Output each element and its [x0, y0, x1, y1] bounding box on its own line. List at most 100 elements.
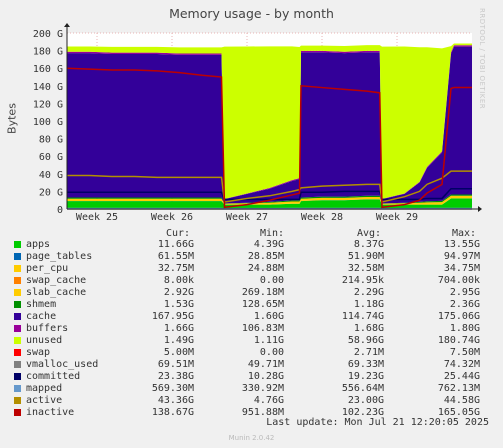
- y-tick-label: 20 G: [39, 187, 63, 198]
- legend-avg: 1.18G: [353, 299, 384, 310]
- y-tick-label: 0: [57, 205, 63, 216]
- legend-max: 165.05G: [437, 407, 480, 418]
- legend-row-swap: swap 5.00M 0.00 2.71M 7.50M: [12, 347, 492, 359]
- x-axis-arrow: [478, 206, 482, 212]
- legend-row-unused: unused 1.49G 1.11G 58.96G 180.74G: [12, 335, 492, 347]
- legend-swatch: [14, 253, 21, 260]
- legend-min: 0.00: [259, 275, 284, 286]
- legend-name: shmem: [26, 299, 57, 310]
- y-tick-label: 40 G: [39, 170, 63, 181]
- legend-swatch: [14, 313, 21, 320]
- legend-avg: 69.33M: [347, 359, 384, 370]
- legend-min: 4.39G: [253, 239, 284, 250]
- legend-max: 2.36G: [449, 299, 480, 310]
- legend-swatch: [14, 301, 21, 308]
- legend-cur: 8.00k: [163, 275, 194, 286]
- legend-swatch: [14, 385, 21, 392]
- legend-avg: 2.29G: [353, 287, 384, 298]
- y-axis-arrow: [64, 23, 70, 27]
- legend-cur: 43.36G: [157, 395, 194, 406]
- line-inactive: [66, 67, 472, 209]
- legend-cur: 5.00M: [163, 347, 194, 358]
- legend-swatch: [14, 325, 21, 332]
- legend-avg: 556.64M: [341, 383, 384, 394]
- munin-footer: Munin 2.0.42: [228, 434, 275, 442]
- line-committed: [67, 188, 472, 201]
- legend-min: 1.60G: [253, 311, 284, 322]
- x-tick-label: Week 27: [226, 212, 268, 223]
- legend-cur: 32.75M: [157, 263, 194, 274]
- legend-name: buffers: [26, 323, 69, 334]
- legend-min: 49.71M: [247, 359, 284, 370]
- legend-swatch: [14, 361, 21, 368]
- legend-min: 128.65M: [241, 299, 284, 310]
- legend-cur: 2.92G: [163, 287, 194, 298]
- legend-header-cur: Cur:: [166, 228, 191, 239]
- legend-row-page-tables: page_tables 61.55M 28.85M 51.90M 94.97M: [12, 251, 492, 263]
- legend-row-shmem: shmem 1.53G 128.65M 1.18G 2.36G: [12, 299, 492, 311]
- legend-row-mapped: mapped 569.30M 330.92M 556.64M 762.13M: [12, 383, 492, 395]
- legend-cur: 61.55M: [157, 251, 194, 262]
- legend-row-cache: cache 167.95G 1.60G 114.74G 175.06G: [12, 311, 492, 323]
- legend-avg: 1.68G: [353, 323, 384, 334]
- legend-swatch: [14, 337, 21, 344]
- legend-cur: 569.30M: [151, 383, 194, 394]
- legend-swatch: [14, 277, 21, 284]
- legend-min: 269.18M: [241, 287, 284, 298]
- legend-max: 25.44G: [443, 371, 480, 382]
- legend-name: inactive: [26, 407, 75, 418]
- legend-max: 762.13M: [437, 383, 480, 394]
- legend-name: mapped: [26, 383, 63, 394]
- legend-name: vmalloc_used: [26, 359, 99, 370]
- x-tick-label: Week 26: [151, 212, 193, 223]
- axes: 0 20 G 40 G 60 G 80 G 100 G 120 G 140 G 160 G 180…: [33, 23, 482, 223]
- y-tick-label: 140 G: [33, 82, 63, 93]
- legend-swatch: [14, 241, 21, 248]
- legend-min: 330.92M: [241, 383, 284, 394]
- legend-row-buffers: buffers 1.66G 106.83M 1.68G 1.80G: [12, 323, 492, 335]
- legend-swatch: [14, 265, 21, 272]
- x-tick-label: Week 28: [301, 212, 343, 223]
- legend-row-apps: apps 11.66G 4.39G 8.37G 13.55G: [12, 239, 492, 251]
- legend-avg: 32.58M: [347, 263, 384, 274]
- legend-avg: 114.74G: [341, 311, 384, 322]
- legend-avg: 19.23G: [347, 371, 384, 382]
- x-tick-label: Week 25: [76, 212, 118, 223]
- legend-cur: 1.49G: [163, 335, 194, 346]
- legend-name: active: [26, 395, 63, 406]
- legend-max: 1.80G: [449, 323, 480, 334]
- legend-min: 106.83M: [241, 323, 284, 334]
- legend: apps 11.66G 4.39G 8.37G 13.55G page_tables 61.…: [12, 239, 492, 419]
- legend-min: 4.76G: [253, 395, 284, 406]
- legend-min: 1.11G: [253, 335, 284, 346]
- legend-avg: 214.95k: [341, 275, 384, 286]
- legend-name: apps: [26, 239, 51, 250]
- legend-max: 180.74G: [437, 335, 480, 346]
- legend-avg: 58.96G: [347, 335, 384, 346]
- legend-name: slab_cache: [26, 287, 87, 298]
- legend-row-committed: committed 23.38G 10.28G 19.23G 25.44G: [12, 371, 492, 383]
- chart-title: Memory usage - by month: [169, 6, 334, 21]
- x-tick-label: Week 29: [376, 212, 418, 223]
- area-slab_cache: [67, 195, 472, 205]
- legend-header-min: Min:: [260, 228, 285, 239]
- y-tick-label: 160 G: [33, 64, 63, 75]
- legend-max: 74.32M: [443, 359, 480, 370]
- legend-row-inactive: inactive 138.67G 951.88M 102.23G 165.05G: [12, 407, 492, 419]
- stacked-areas: [67, 43, 472, 209]
- y-tick-label: 80 G: [39, 135, 63, 146]
- line-active: [67, 170, 472, 203]
- legend-cur: 167.95G: [151, 311, 194, 322]
- legend-row-slab-cache: slab_cache 2.92G 269.18M 2.29G 2.95G: [12, 287, 492, 299]
- legend-cur: 1.53G: [163, 299, 194, 310]
- y-tick-label: 120 G: [33, 99, 63, 110]
- legend-swatch: [14, 289, 21, 296]
- rrdtool-watermark: RRDTOOL / TOBI OETIKER: [478, 8, 486, 110]
- legend-row-per-cpu: per_cpu 32.75M 24.88M 32.58M 34.75M: [12, 263, 492, 275]
- legend-swatch: [14, 349, 21, 356]
- legend-avg: 8.37G: [353, 239, 384, 250]
- legend-name: swap: [26, 347, 51, 358]
- legend-min: 0.00: [259, 347, 284, 358]
- legend-cur: 138.67G: [151, 407, 194, 418]
